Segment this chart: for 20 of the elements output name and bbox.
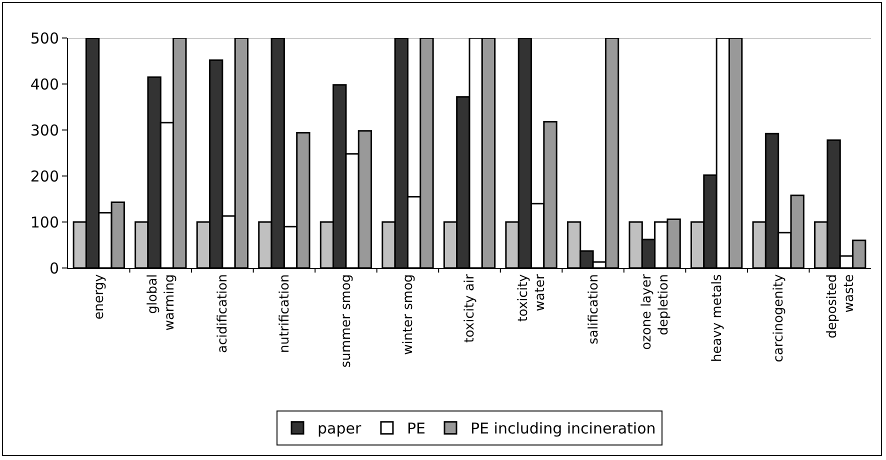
x-tick-label: heavy metals — [710, 274, 725, 362]
legend-label: PE — [406, 420, 426, 438]
y-tick-label: 0 — [49, 259, 59, 278]
x-tick-label: toxicity air — [462, 274, 478, 343]
x-tick-label: deposited waste — [824, 274, 857, 338]
y-tick-label: 500 — [30, 29, 59, 48]
x-tick-label: acidification — [216, 274, 231, 353]
legend-label: paper — [318, 420, 362, 438]
y-tick-label: 300 — [30, 121, 59, 140]
y-tick-label: 100 — [30, 213, 59, 232]
x-tick-label: nutrification — [277, 274, 292, 353]
x-tick-label: energy — [92, 274, 108, 320]
x-tick-label: summer smog — [339, 274, 354, 368]
legend-label: PE including incineration — [470, 420, 656, 438]
x-tick-label: salification — [586, 274, 602, 344]
x-tick-label: winter smog — [400, 274, 416, 355]
x-tick-label: carcinogenity — [772, 274, 787, 362]
y-tick-label: 200 — [30, 167, 59, 186]
x-tick-label: toxicity water — [516, 274, 548, 322]
y-tick-label: 400 — [30, 75, 59, 94]
